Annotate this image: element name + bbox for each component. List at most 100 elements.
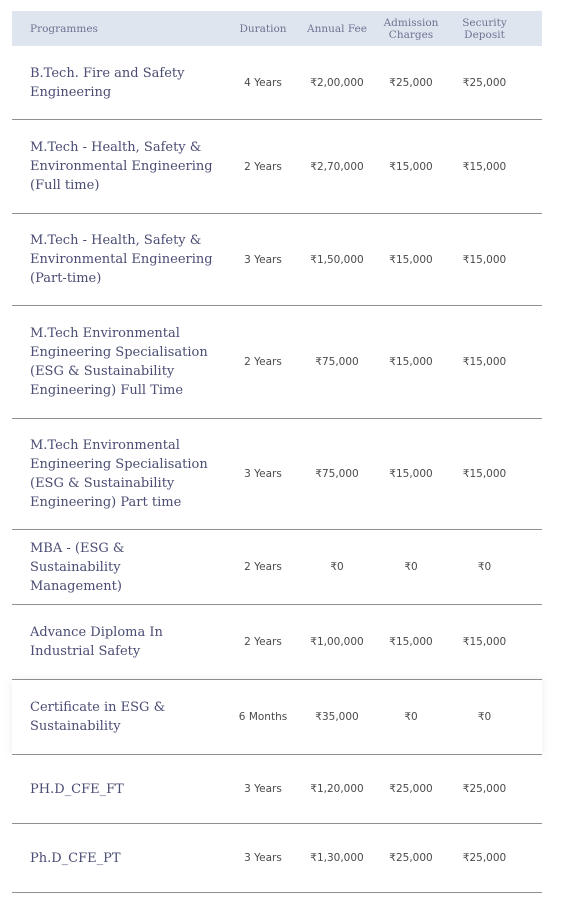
annual-fee-cell: ₹0 <box>303 561 371 573</box>
security-deposit-cell-text: ₹15,000 <box>462 253 507 266</box>
header-annual-fee: Annual Fee <box>307 22 367 35</box>
table-row: M.Tech Environmental Engineering Special… <box>12 306 542 419</box>
annual-fee-cell: ₹1,00,000 <box>303 636 371 648</box>
duration-cell-text: 3 Years <box>244 253 282 266</box>
admission-charges-cell-text: ₹0 <box>404 561 418 573</box>
security-deposit-cell: ₹0 <box>451 711 518 723</box>
duration-cell: 3 Years <box>223 254 303 266</box>
duration-cell-text: 2 Years <box>244 356 282 368</box>
security-deposit-cell: ₹15,000 <box>451 468 518 480</box>
programme-cell-text: Certificate in ESG & Sustainability <box>30 700 166 734</box>
security-deposit-cell-text: ₹0 <box>477 711 492 723</box>
programme-cell-text: M.Tech Environmental Engineering Special… <box>30 438 208 510</box>
security-deposit-cell-text: ₹25,000 <box>462 783 507 795</box>
duration-cell-text: 3 Years <box>244 468 282 480</box>
annual-fee-cell: ₹1,30,000 <box>303 852 371 864</box>
admission-charges-cell: ₹15,000 <box>371 468 451 480</box>
admission-charges-cell: ₹15,000 <box>371 356 451 368</box>
security-deposit-cell: ₹15,000 <box>451 356 518 368</box>
annual-fee-cell-text: ₹75,000 <box>315 468 359 480</box>
annual-fee-cell-text: ₹1,00,000 <box>310 636 364 648</box>
programme-cell: Advance Diploma In Industrial Safety <box>12 623 223 661</box>
header-admission-charges: Admission Charges <box>383 16 439 41</box>
table-header: Programmes Duration Annual Fee Admission… <box>12 11 542 46</box>
fee-table: Programmes Duration Annual Fee Admission… <box>12 11 542 893</box>
table-row: M.Tech Environmental Engineering Special… <box>12 419 542 530</box>
security-deposit-cell-text: ₹25,000 <box>462 76 507 89</box>
security-deposit-cell: ₹25,000 <box>451 77 518 89</box>
table-row: M.Tech - Health, Safety & Environmental … <box>12 214 542 306</box>
programme-cell: M.Tech - Health, Safety & Environmental … <box>12 231 223 288</box>
programme-cell: Certificate in ESG & Sustainability <box>12 698 223 736</box>
admission-charges-cell: ₹25,000 <box>371 783 451 795</box>
annual-fee-cell-text: ₹1,30,000 <box>310 852 364 864</box>
admission-charges-cell: ₹0 <box>371 711 451 723</box>
admission-charges-cell-text: ₹15,000 <box>389 160 433 173</box>
table-row: M.Tech - Health, Safety & Environmental … <box>12 120 542 214</box>
table-row: Advance Diploma In Industrial Safety 2 Ye… <box>12 605 542 680</box>
duration-cell: 4 Years <box>223 77 303 89</box>
table-row: MBA - (ESG & Sustainability Management) 2… <box>12 530 542 605</box>
annual-fee-cell: ₹1,20,000 <box>303 783 371 795</box>
admission-charges-cell-text: ₹15,000 <box>389 253 433 266</box>
annual-fee-cell-text: ₹0 <box>330 561 344 573</box>
annual-fee-cell: ₹75,000 <box>303 356 371 368</box>
admission-charges-cell-text: ₹15,000 <box>389 468 433 480</box>
programme-cell: PH.D_CFE_FT <box>12 780 223 799</box>
admission-charges-cell: ₹25,000 <box>371 852 451 864</box>
programme-cell-text: PH.D_CFE_FT <box>30 781 124 797</box>
security-deposit-cell-text: ₹15,000 <box>462 160 507 173</box>
table-row: PH.D_CFE_FT 3 Years ₹1,20,000 ₹25,000 ₹25,00… <box>12 755 542 824</box>
programme-cell-text: Ph.D_CFE_PT <box>30 850 121 866</box>
annual-fee-cell-text: ₹75,000 <box>315 356 359 368</box>
programme-cell: M.Tech Environmental Engineering Special… <box>12 436 223 512</box>
annual-fee-cell-text: ₹35,000 <box>315 711 359 723</box>
table-row: Certificate in ESG & Sustainability 6 Mon… <box>12 680 542 755</box>
duration-cell: 2 Years <box>223 636 303 648</box>
duration-cell: 2 Years <box>223 356 303 368</box>
duration-cell: 3 Years <box>223 468 303 480</box>
programme-cell: B.Tech. Fire and Safety Engineering <box>12 64 223 102</box>
duration-cell-text: 2 Years <box>244 160 282 173</box>
admission-charges-cell: ₹15,000 <box>371 254 451 266</box>
annual-fee-cell-text: ₹1,20,000 <box>310 783 364 795</box>
programme-cell-text: B.Tech. Fire and Safety Engineering <box>30 65 185 100</box>
admission-charges-cell: ₹0 <box>371 561 451 573</box>
security-deposit-cell: ₹15,000 <box>451 161 518 173</box>
header-security-deposit: Security Deposit <box>462 16 507 41</box>
duration-cell-text: 2 Years <box>244 636 282 648</box>
duration-cell-text: 2 Years <box>244 561 282 573</box>
duration-cell: 6 Months <box>223 711 303 723</box>
admission-charges-cell-text: ₹0 <box>404 711 418 723</box>
security-deposit-cell-text: ₹15,000 <box>462 468 507 480</box>
programme-cell: MBA - (ESG & Sustainability Management) <box>12 539 223 596</box>
duration-cell: 2 Years <box>223 561 303 573</box>
annual-fee-cell-text: ₹2,70,000 <box>310 160 364 173</box>
programme-cell-text: M.Tech - Health, Safety & Environmental … <box>30 233 213 286</box>
table-body: B.Tech. Fire and Safety Engineering 4 Yea… <box>12 46 542 893</box>
duration-cell-text: 4 Years <box>244 76 282 89</box>
duration-cell: 2 Years <box>223 161 303 173</box>
header-programmes: Programmes <box>30 22 98 35</box>
annual-fee-cell: ₹75,000 <box>303 468 371 480</box>
programme-cell-text: MBA - (ESG & Sustainability Management) <box>30 540 125 594</box>
annual-fee-cell-text: ₹2,00,000 <box>310 76 364 89</box>
annual-fee-cell: ₹35,000 <box>303 711 371 723</box>
table-row: B.Tech. Fire and Safety Engineering 4 Yea… <box>12 46 542 120</box>
programme-cell: M.Tech Environmental Engineering Special… <box>12 324 223 400</box>
admission-charges-cell-text: ₹25,000 <box>389 783 433 795</box>
duration-cell-text: 3 Years <box>244 852 282 864</box>
annual-fee-cell: ₹2,00,000 <box>303 77 371 89</box>
programme-cell: M.Tech - Health, Safety & Environmental … <box>12 138 223 195</box>
programme-cell-text: M.Tech - Health, Safety & Environmental … <box>30 140 213 193</box>
security-deposit-cell-text: ₹15,000 <box>462 356 507 368</box>
duration-cell-text: 6 Months <box>238 711 288 723</box>
security-deposit-cell: ₹15,000 <box>451 636 518 648</box>
admission-charges-cell-text: ₹25,000 <box>389 852 433 864</box>
annual-fee-cell: ₹2,70,000 <box>303 161 371 173</box>
security-deposit-cell: ₹0 <box>451 561 518 573</box>
admission-charges-cell-text: ₹15,000 <box>389 636 433 648</box>
admission-charges-cell-text: ₹25,000 <box>389 76 433 89</box>
programme-cell-text: M.Tech Environmental Engineering Special… <box>30 326 208 398</box>
